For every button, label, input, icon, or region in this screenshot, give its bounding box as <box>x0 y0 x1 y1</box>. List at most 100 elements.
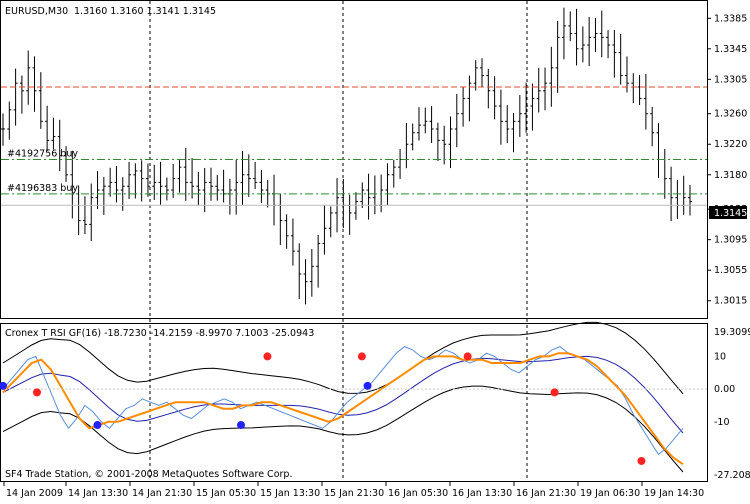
price-bar <box>45 105 50 152</box>
price-bar <box>574 8 579 66</box>
price-bar <box>530 83 535 131</box>
price-bar <box>461 87 466 127</box>
price-bar <box>454 93 459 148</box>
indicator-tick-label: -27.2088 <box>714 470 750 481</box>
price-tick-label: 1.3385 <box>714 13 747 24</box>
indicator-tick-label: 10 <box>714 351 726 362</box>
price-bar <box>580 26 585 63</box>
sell-signal-dot <box>463 352 472 361</box>
time-tick-label: 16 Jan 05:30 <box>388 488 448 499</box>
time-tick-label: 19 Jan 06:30 <box>580 488 640 499</box>
price-bar <box>246 154 251 197</box>
price-bar <box>593 17 598 52</box>
price-bar <box>133 163 138 199</box>
price-bar <box>309 249 314 297</box>
price-bar <box>95 171 100 210</box>
price-bar <box>385 163 390 206</box>
upper-band-line <box>2 321 684 395</box>
price-bar <box>290 218 295 266</box>
price-axis: 1.3385 1.3345 1.3305 1.3260 1.3220 1.3180 1.31… <box>707 13 747 307</box>
order-label: #4196383 buy <box>7 183 78 194</box>
price-bar <box>429 106 434 143</box>
price-bar <box>637 74 642 105</box>
price-bar <box>618 33 623 85</box>
lower-band-line <box>2 385 684 473</box>
period-separators <box>149 1 528 481</box>
order-label: #4192756 buy <box>7 149 78 160</box>
price-bar <box>7 101 12 140</box>
price-bar <box>612 29 617 78</box>
price-bar <box>536 67 541 113</box>
price-tick-label: 1.3345 <box>714 44 747 55</box>
buy-signal-dot <box>237 421 245 430</box>
price-bar <box>202 167 207 213</box>
current-price-box <box>709 206 747 219</box>
price-bar <box>543 67 548 111</box>
price-bar <box>164 177 169 201</box>
price-bar <box>467 75 472 122</box>
price-bar <box>555 20 560 93</box>
indicator-frame <box>0 323 708 482</box>
price-bar <box>423 107 428 134</box>
time-tick-label: 16 Jan 21:30 <box>516 488 576 499</box>
price-bar <box>297 243 302 300</box>
price-bar <box>688 184 692 216</box>
price-bar <box>492 76 497 120</box>
price-tick-label: 1.3305 <box>714 74 747 85</box>
copyright-text: SF4 Trade Station, © 2001-2008 MetaQuote… <box>5 469 292 480</box>
price-bar <box>524 82 529 133</box>
price-bar <box>208 167 213 201</box>
price-bar <box>51 117 56 150</box>
price-bar <box>32 56 37 112</box>
price-bar <box>177 160 182 193</box>
price-bar <box>366 173 371 220</box>
price-bar <box>568 11 573 42</box>
price-bar <box>353 192 358 220</box>
price-bar <box>101 176 106 215</box>
indicator-title: Cronex T RSI GF(16) -18.7230 -14.2159 -8… <box>5 328 314 339</box>
price-tick-label: 1.3015 <box>714 296 747 307</box>
price-bar <box>549 46 554 107</box>
price-bar <box>158 161 163 205</box>
time-tick-label: 19 Jan 14:30 <box>644 488 704 499</box>
price-bar <box>196 171 201 206</box>
price-bar <box>19 75 24 114</box>
price-bar <box>13 68 18 126</box>
time-tick-label: 14 Jan 2009 <box>6 488 63 499</box>
price-bar <box>435 122 440 161</box>
price-bar <box>253 161 258 189</box>
sell-signal-dot <box>550 388 559 397</box>
time-tick-label: 14 Jan 21:30 <box>132 488 192 499</box>
order-levels: #4192756 buy #4196383 buy <box>1 86 707 206</box>
price-bar <box>498 89 503 145</box>
price-bar <box>561 7 566 60</box>
price-bar <box>190 158 195 199</box>
indicator-axis: 19.3099 10 0.00 -10 -27.2088 <box>714 327 750 481</box>
price-bar <box>284 214 289 249</box>
time-tick-label: 15 Jan 05:30 <box>196 488 256 499</box>
time-tick-label: 14 Jan 13:30 <box>68 488 128 499</box>
chart-symbol-label: EURUSD,M30 <box>5 6 68 17</box>
price-bar <box>316 234 321 288</box>
price-bar <box>511 112 516 153</box>
price-bar <box>480 58 485 88</box>
sell-signal-dot <box>263 352 272 361</box>
price-bar <box>89 183 94 242</box>
indicator-tick-label: 0.00 <box>714 384 735 395</box>
price-bar <box>127 161 132 200</box>
time-axis: 14 Jan 2009 14 Jan 13:30 14 Jan 21:30 15 Ja… <box>3 482 704 499</box>
price-bar <box>669 166 674 222</box>
price-bar <box>517 94 522 137</box>
price-bar <box>82 196 87 235</box>
chart-ohlc-values: 1.3160 1.3160 1.3141 1.3145 <box>74 6 216 17</box>
buy-signal-dot <box>0 381 7 390</box>
price-bar <box>57 119 62 172</box>
price-bar <box>114 165 119 203</box>
price-bar <box>360 182 365 208</box>
price-tick-label: 1.3220 <box>714 139 747 150</box>
indicator-tick-label: -10 <box>714 417 730 428</box>
price-bar <box>171 163 176 198</box>
price-tick-label: 1.3180 <box>714 170 747 181</box>
buy-signal-dot <box>93 421 102 430</box>
